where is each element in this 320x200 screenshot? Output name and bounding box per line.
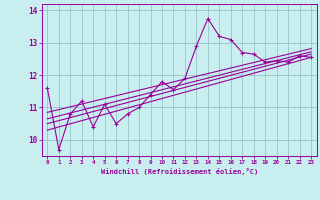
X-axis label: Windchill (Refroidissement éolien,°C): Windchill (Refroidissement éolien,°C) — [100, 168, 258, 175]
